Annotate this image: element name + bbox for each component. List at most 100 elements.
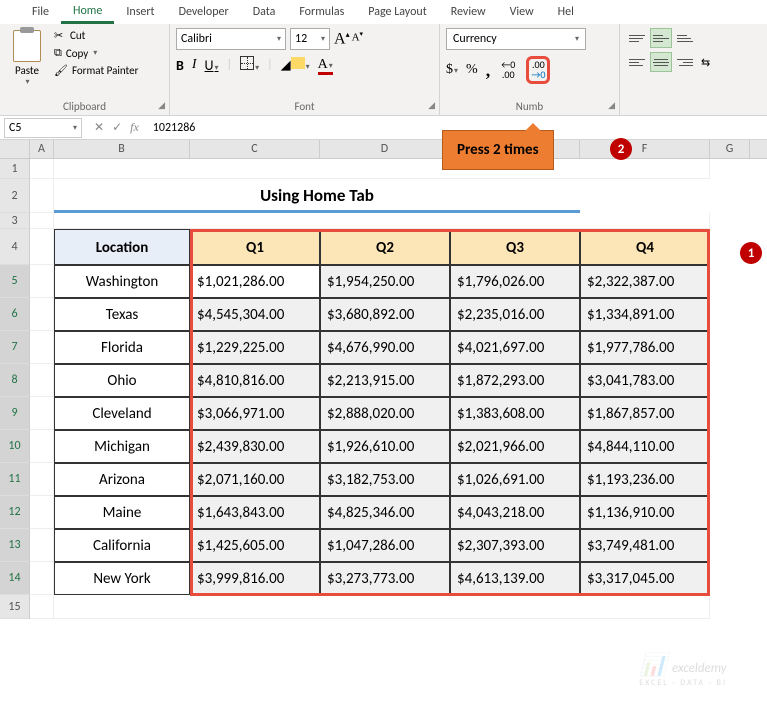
- accounting-format-button[interactable]: $▾: [446, 62, 458, 78]
- percent-format-button[interactable]: %: [466, 62, 478, 78]
- col-header-a[interactable]: A: [30, 140, 54, 158]
- cell-q3[interactable]: $2,021,966.00: [450, 430, 580, 463]
- cell-location[interactable]: New York: [54, 562, 190, 595]
- fx-icon[interactable]: fx: [130, 120, 139, 135]
- cell-q1[interactable]: $1,021,286.00: [190, 265, 320, 298]
- decrease-font-button[interactable]: A▾: [352, 30, 363, 48]
- cell-location[interactable]: Ohio: [54, 364, 190, 397]
- cell-q3[interactable]: $1,026,691.00: [450, 463, 580, 496]
- row-header[interactable]: 4: [0, 229, 30, 265]
- col-header-g[interactable]: G: [710, 140, 750, 158]
- cell-q3[interactable]: $4,613,139.00: [450, 562, 580, 595]
- tab-developer[interactable]: Developer: [167, 2, 241, 22]
- row-header[interactable]: 7: [0, 331, 30, 364]
- align-right-button[interactable]: [674, 52, 696, 72]
- bold-button[interactable]: B: [176, 57, 184, 74]
- cut-button[interactable]: ✂Cut: [52, 28, 140, 43]
- name-box[interactable]: C5▾: [4, 118, 82, 138]
- table-row[interactable]: Ohio$4,810,816.00$2,213,915.00$1,872,293…: [30, 364, 710, 397]
- cell-location[interactable]: California: [54, 529, 190, 562]
- comma-format-button[interactable]: ,: [486, 60, 491, 81]
- align-center-button[interactable]: [650, 52, 672, 72]
- cell-q1[interactable]: $3,999,816.00: [190, 562, 320, 595]
- cell-q3[interactable]: $2,307,393.00: [450, 529, 580, 562]
- table-row[interactable]: Washington$1,021,286.00$1,954,250.00$1,7…: [30, 265, 710, 298]
- table-row[interactable]: New York$3,999,816.00$3,273,773.00$4,613…: [30, 562, 710, 595]
- table-row[interactable]: Michigan$2,439,830.00$1,926,610.00$2,021…: [30, 430, 710, 463]
- row-header[interactable]: 3: [0, 213, 30, 229]
- cell-q2[interactable]: $2,213,915.00: [320, 364, 450, 397]
- cell-q4[interactable]: $3,749,481.00: [580, 529, 710, 562]
- format-painter-button[interactable]: 🖌Format Painter: [52, 63, 140, 78]
- cell-location[interactable]: Cleveland: [54, 397, 190, 430]
- row-header[interactable]: 8: [0, 364, 30, 397]
- cell-q4[interactable]: $1,977,786.00: [580, 331, 710, 364]
- align-top-button[interactable]: [626, 28, 648, 48]
- cell-q2[interactable]: $1,954,250.00: [320, 265, 450, 298]
- cell-location[interactable]: Michigan: [54, 430, 190, 463]
- paste-button[interactable]: Paste ▾: [6, 28, 48, 87]
- cell-q1[interactable]: $3,066,971.00: [190, 397, 320, 430]
- number-format-dropdown[interactable]: Currency▾: [446, 28, 586, 50]
- cell-q4[interactable]: $3,317,045.00: [580, 562, 710, 595]
- fill-color-button[interactable]: ◢▾: [281, 57, 310, 73]
- cell-q3[interactable]: $4,021,697.00: [450, 331, 580, 364]
- col-header-d[interactable]: D: [320, 140, 450, 158]
- table-row[interactable]: Arizona$2,071,160.00$3,182,753.00$1,026,…: [30, 463, 710, 496]
- cell-q4[interactable]: $1,867,857.00: [580, 397, 710, 430]
- col-header-b[interactable]: B: [54, 140, 190, 158]
- cell-q1[interactable]: $4,810,816.00: [190, 364, 320, 397]
- cell-q2[interactable]: $4,676,990.00: [320, 331, 450, 364]
- cell-q3[interactable]: $1,383,608.00: [450, 397, 580, 430]
- cell-q4[interactable]: $1,136,910.00: [580, 496, 710, 529]
- cell-q2[interactable]: $2,888,020.00: [320, 397, 450, 430]
- increase-decimal-button[interactable]: ←0.00: [498, 58, 518, 82]
- row-header[interactable]: 2: [0, 179, 30, 213]
- cell-q3[interactable]: $2,235,016.00: [450, 298, 580, 331]
- tab-data[interactable]: Data: [241, 2, 288, 22]
- cell-q1[interactable]: $2,439,830.00: [190, 430, 320, 463]
- row-header[interactable]: 1: [0, 159, 30, 179]
- cell-q4[interactable]: $1,193,236.00: [580, 463, 710, 496]
- font-size-dropdown[interactable]: 12▾: [290, 28, 330, 50]
- cell-q1[interactable]: $1,229,225.00: [190, 331, 320, 364]
- cell-location[interactable]: Maine: [54, 496, 190, 529]
- cell-q4[interactable]: $3,041,783.00: [580, 364, 710, 397]
- cell-q1[interactable]: $1,643,843.00: [190, 496, 320, 529]
- copy-button[interactable]: ⧉Copy▾: [52, 45, 140, 61]
- cell-q1[interactable]: $1,425,605.00: [190, 529, 320, 562]
- align-middle-button[interactable]: [650, 28, 672, 48]
- enter-icon[interactable]: ✓: [112, 120, 122, 135]
- row-header[interactable]: 15: [0, 595, 30, 619]
- indent-button[interactable]: ⇆: [698, 52, 720, 72]
- tab-insert[interactable]: Insert: [114, 2, 166, 22]
- row-header[interactable]: 6: [0, 298, 30, 331]
- row-header[interactable]: 5: [0, 265, 30, 298]
- cell-q4[interactable]: $2,322,387.00: [580, 265, 710, 298]
- table-row[interactable]: Texas$4,545,304.00$3,680,892.00$2,235,01…: [30, 298, 710, 331]
- cell-q2[interactable]: $3,182,753.00: [320, 463, 450, 496]
- table-row[interactable]: Cleveland$3,066,971.00$2,888,020.00$1,38…: [30, 397, 710, 430]
- select-all-corner[interactable]: [0, 140, 30, 158]
- cell-location[interactable]: Florida: [54, 331, 190, 364]
- tab-file[interactable]: File: [20, 2, 61, 22]
- cell-q3[interactable]: $1,872,293.00: [450, 364, 580, 397]
- table-row[interactable]: Florida$1,229,225.00$4,676,990.00$4,021,…: [30, 331, 710, 364]
- row-header[interactable]: 10: [0, 430, 30, 463]
- cell-location[interactable]: Texas: [54, 298, 190, 331]
- border-button[interactable]: ▾: [240, 56, 259, 74]
- italic-button[interactable]: I: [192, 57, 197, 73]
- grid[interactable]: Using Home Tab Location Q1 Q2 Q3 Q4 Wash…: [30, 159, 710, 619]
- decrease-decimal-button[interactable]: .00→0: [526, 56, 550, 84]
- row-header[interactable]: 12: [0, 496, 30, 529]
- tab-page-layout[interactable]: Page Layout: [356, 2, 438, 22]
- cell-q4[interactable]: $4,844,110.00: [580, 430, 710, 463]
- col-header-c[interactable]: C: [190, 140, 320, 158]
- cell-q2[interactable]: $1,047,286.00: [320, 529, 450, 562]
- font-name-dropdown[interactable]: Calibri▾: [176, 28, 286, 50]
- cell-q2[interactable]: $1,926,610.00: [320, 430, 450, 463]
- align-bottom-button[interactable]: [674, 28, 696, 48]
- cell-q3[interactable]: $1,796,026.00: [450, 265, 580, 298]
- cell-q2[interactable]: $3,680,892.00: [320, 298, 450, 331]
- underline-button[interactable]: U▾: [205, 57, 219, 74]
